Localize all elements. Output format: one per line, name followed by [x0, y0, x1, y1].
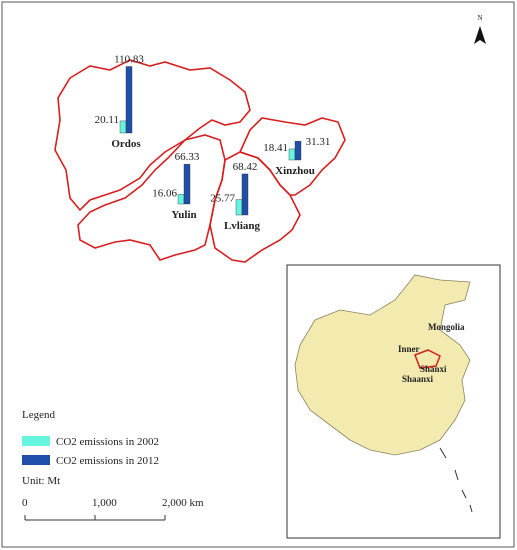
- scale-label: 0: [22, 497, 28, 509]
- emission-bar: [294, 141, 302, 161]
- legend-label: CO2 emissions in 2012: [56, 455, 159, 467]
- value-label: 16.06: [152, 187, 177, 199]
- inset-label: Shaanxi: [402, 374, 434, 384]
- islands: [439, 447, 473, 513]
- legend-title: Legend: [22, 409, 55, 421]
- inset-label: Inner: [398, 344, 420, 354]
- legend-swatch: [22, 455, 50, 465]
- emission-bar: [177, 194, 185, 205]
- emission-bar: [125, 66, 133, 134]
- study-area: [414, 349, 441, 369]
- emission-bar: [288, 148, 296, 161]
- value-label: 18.41: [263, 142, 288, 154]
- emission-bar: [241, 173, 249, 216]
- region-outlines: [54, 59, 346, 263]
- emission-bar: [119, 120, 127, 134]
- scale-label: 2,000 km: [162, 497, 204, 509]
- scale-label: 1,000: [92, 497, 117, 509]
- region-label: Xinzhou: [275, 165, 315, 177]
- value-label: 31.31: [306, 136, 331, 148]
- china-outline: [294, 274, 471, 456]
- legend-swatch: [22, 436, 50, 446]
- inset-label: Mongolia: [428, 322, 465, 332]
- value-label: 110.83: [114, 54, 144, 66]
- north-arrow: [474, 26, 486, 44]
- emission-bar: [235, 199, 243, 216]
- value-label: 66.33: [175, 151, 200, 163]
- region-label: Ordos: [111, 138, 141, 150]
- value-label: 25.77: [210, 193, 235, 205]
- value-label: 20.11: [95, 114, 119, 126]
- north-label: N: [477, 14, 482, 22]
- emission-bar: [183, 164, 191, 205]
- legend-label: CO2 emissions in 2002: [56, 436, 159, 448]
- region-label: Yulin: [171, 209, 196, 221]
- unit-label: Unit: Mt: [22, 475, 60, 487]
- value-label: 68.42: [233, 161, 258, 173]
- inset-label: Shanxi: [420, 364, 447, 374]
- region-label: Lvliang: [224, 220, 261, 232]
